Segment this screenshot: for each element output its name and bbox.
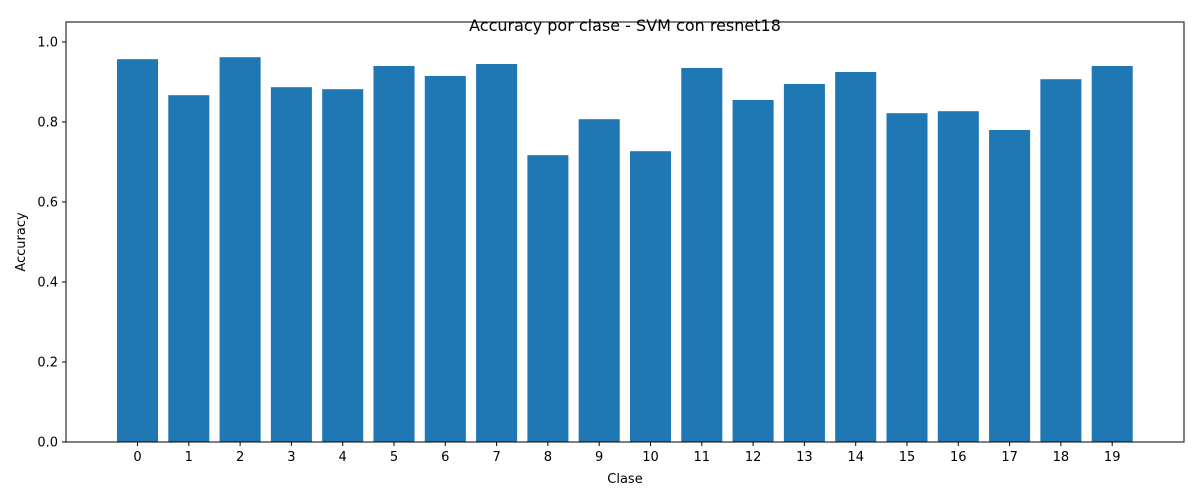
x-tick-label: 9 — [595, 450, 603, 465]
x-tick-label: 6 — [441, 450, 449, 465]
bar-class-17 — [989, 130, 1031, 442]
x-tick-label: 12 — [745, 450, 762, 465]
x-tick-label: 11 — [694, 450, 711, 465]
bar-class-11 — [681, 68, 723, 442]
x-tick-label: 2 — [236, 450, 244, 465]
y-tick-label: 0.2 — [37, 356, 58, 371]
x-tick-label: 5 — [390, 450, 398, 465]
x-axis-label: Clase — [607, 472, 642, 487]
x-tick-label: 18 — [1053, 450, 1070, 465]
x-tick-label: 8 — [544, 450, 552, 465]
bar-class-18 — [1040, 79, 1082, 442]
bar-class-14 — [835, 72, 877, 442]
y-tick-label: 1.0 — [37, 36, 58, 51]
bar-class-16 — [937, 111, 979, 442]
x-tick-label: 7 — [492, 450, 500, 465]
x-tick-label: 14 — [847, 450, 864, 465]
bar-class-13 — [783, 84, 825, 442]
x-tick-label: 0 — [133, 450, 141, 465]
x-tick-label: 15 — [899, 450, 916, 465]
bar-class-19 — [1091, 66, 1133, 442]
x-tick-label: 4 — [339, 450, 347, 465]
bars-group — [116, 57, 1133, 442]
bar-class-8 — [527, 155, 569, 442]
bar-class-7 — [476, 64, 518, 442]
bar-class-15 — [886, 113, 928, 442]
x-tick-label: 16 — [950, 450, 967, 465]
x-tick-label: 13 — [796, 450, 813, 465]
chart-title: Accuracy por clase - SVM con resnet18 — [469, 16, 781, 35]
bar-class-6 — [424, 76, 466, 442]
y-tick-label: 0.0 — [37, 436, 58, 451]
y-tick-label: 0.6 — [37, 196, 58, 211]
x-tick-label: 17 — [1001, 450, 1018, 465]
y-tick-label: 0.8 — [37, 116, 58, 131]
bar-class-4 — [322, 89, 364, 442]
x-tick-label: 19 — [1104, 450, 1121, 465]
bar-class-5 — [373, 66, 415, 442]
plot-frame — [65, 21, 1185, 443]
bar-class-10 — [629, 151, 672, 442]
bar-class-3 — [270, 87, 312, 442]
y-axis: 0.0 0.2 0.4 0.6 0.8 1.0 — [37, 36, 66, 451]
bar-class-12 — [732, 100, 774, 442]
y-tick-label: 0.4 — [37, 276, 58, 291]
bar-class-2 — [219, 57, 261, 442]
x-tick-label: 10 — [642, 450, 659, 465]
x-axis: 0 1 2 3 4 5 6 7 8 9 10 11 12 13 14 15 16 17 18 19 — [133, 442, 1120, 465]
bar-class-0 — [116, 59, 159, 442]
x-tick-label: 3 — [287, 450, 295, 465]
x-tick-label: 1 — [185, 450, 193, 465]
bar-class-1 — [168, 95, 210, 442]
y-axis-label: Accuracy — [14, 212, 29, 272]
bar-class-9 — [578, 119, 620, 442]
